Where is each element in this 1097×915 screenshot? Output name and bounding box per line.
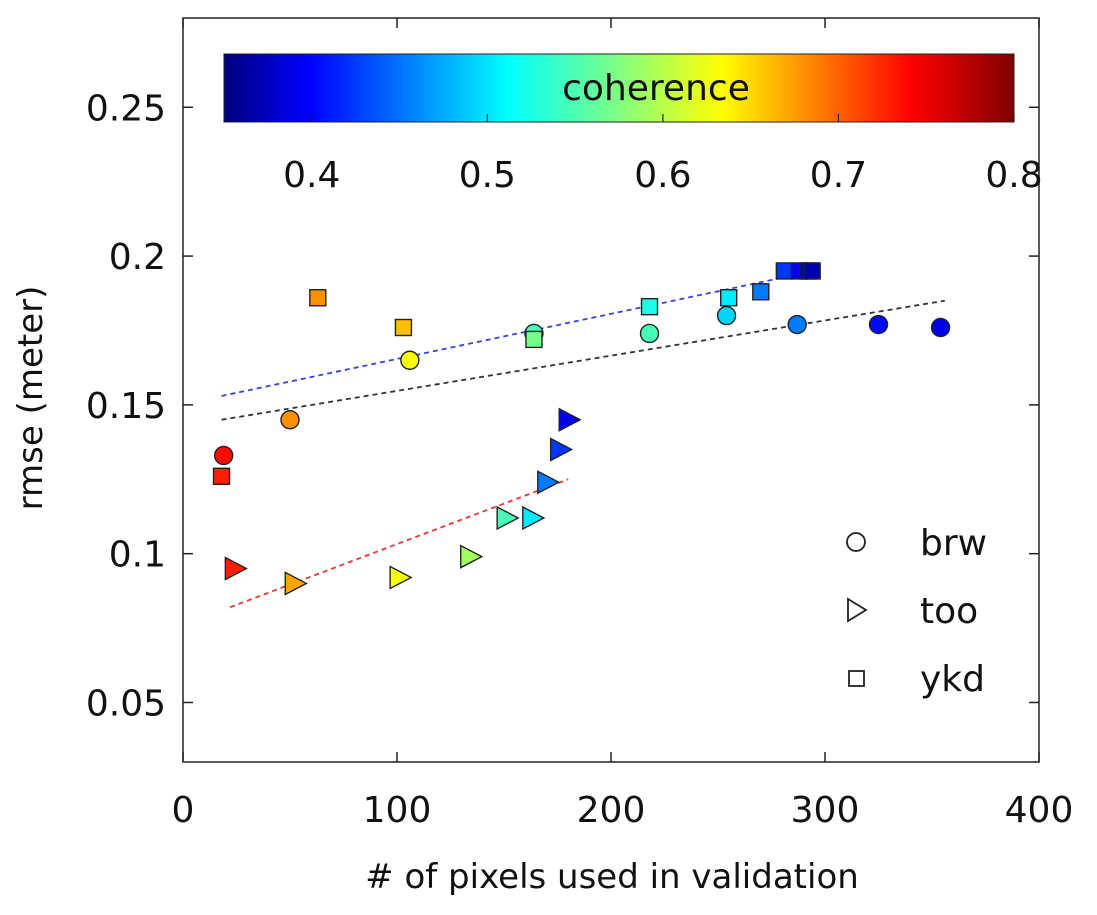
y-tick-label: 0.25 xyxy=(86,88,166,129)
marker-brw xyxy=(400,350,420,370)
marker-too xyxy=(224,556,248,581)
x-tick-label: 0 xyxy=(172,790,195,831)
marker-brw xyxy=(930,317,951,338)
y-tick-label: 0.15 xyxy=(86,386,166,427)
y-tick-label: 0.2 xyxy=(109,237,166,278)
x-tick-label: 200 xyxy=(577,790,646,831)
legend-triangle-icon xyxy=(847,597,868,623)
marker-brw xyxy=(716,305,737,326)
marker-brw xyxy=(639,323,660,344)
marker-ykd xyxy=(803,262,821,280)
x-tick-label: 300 xyxy=(791,790,860,831)
colorbar-tick-label: 0.8 xyxy=(985,155,1042,196)
marker-too xyxy=(284,571,308,596)
legend-label-too: too xyxy=(920,591,978,632)
y-tick-label: 0.05 xyxy=(86,683,166,724)
colorbar-label: coherence xyxy=(562,68,750,109)
colorbar-tick-label: 0.6 xyxy=(634,155,691,196)
legend-square-icon xyxy=(848,670,865,687)
y-axis-title: rmse (meter) xyxy=(11,286,51,511)
marker-too xyxy=(549,437,574,462)
marker-too xyxy=(522,505,546,531)
marker-ykd xyxy=(394,318,413,337)
marker-ykd xyxy=(775,262,794,280)
x-tick-label: 100 xyxy=(363,790,432,831)
legend-label-brw: brw xyxy=(920,523,987,564)
colorbar xyxy=(223,53,1015,123)
marker-brw xyxy=(280,410,300,430)
x-tick-label: 400 xyxy=(1005,790,1074,831)
marker-brw xyxy=(213,445,234,466)
marker-ykd xyxy=(212,467,231,486)
marker-ykd xyxy=(525,330,543,349)
marker-too xyxy=(496,505,520,531)
marker-ykd xyxy=(720,289,738,307)
plot-area xyxy=(182,17,1040,763)
x-axis-title: # of pixels used in validation xyxy=(365,857,859,897)
marker-brw xyxy=(868,314,889,335)
y-tick-label: 0.1 xyxy=(109,535,166,576)
legend-label-ykd: ykd xyxy=(920,659,985,700)
marker-too xyxy=(389,565,413,590)
colorbar-tick-label: 0.5 xyxy=(459,155,516,196)
marker-too xyxy=(537,470,561,495)
marker-ykd xyxy=(752,283,770,301)
marker-too xyxy=(558,407,582,432)
marker-too xyxy=(460,544,484,569)
marker-ykd xyxy=(309,289,327,307)
colorbar-tick-label: 0.4 xyxy=(283,155,340,196)
legend: brw too ykd xyxy=(846,523,987,700)
trend-line-ykd-fit xyxy=(221,270,815,397)
marker-brw xyxy=(787,314,807,335)
trend-line-too-fit xyxy=(229,478,569,609)
marker-ykd xyxy=(640,297,659,316)
legend-circle-icon xyxy=(846,532,866,552)
colorbar-tick-label: 0.7 xyxy=(810,155,867,196)
